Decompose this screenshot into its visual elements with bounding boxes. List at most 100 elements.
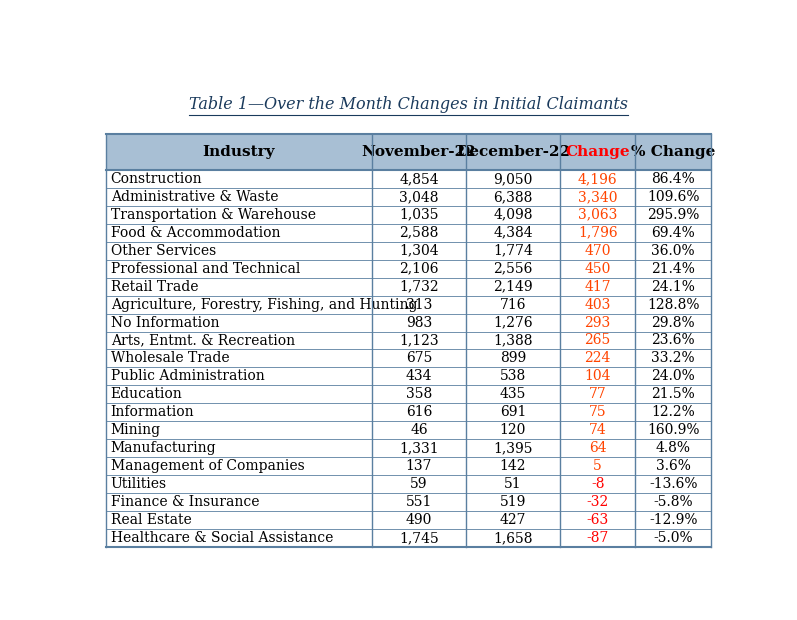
Bar <box>106 422 711 439</box>
Text: 265: 265 <box>584 334 611 347</box>
Text: 160.9%: 160.9% <box>647 423 700 437</box>
Text: 1,745: 1,745 <box>399 531 439 545</box>
Text: 1,276: 1,276 <box>493 316 532 330</box>
Text: -87: -87 <box>587 531 609 545</box>
Text: 450: 450 <box>584 262 611 276</box>
Bar <box>106 368 711 386</box>
Text: 295.9%: 295.9% <box>647 208 700 222</box>
Bar <box>106 332 711 350</box>
Text: Table 1—Over the Month Changes in Initial Claimants: Table 1—Over the Month Changes in Initia… <box>189 96 628 113</box>
Text: 24.0%: 24.0% <box>651 370 695 383</box>
Text: 109.6%: 109.6% <box>647 190 700 204</box>
Text: November-22: November-22 <box>362 145 477 159</box>
Text: 551: 551 <box>406 495 432 509</box>
Text: 120: 120 <box>500 423 526 437</box>
Bar <box>106 224 711 242</box>
Text: 1,732: 1,732 <box>399 280 439 294</box>
Text: 1,331: 1,331 <box>399 441 439 455</box>
Text: Public Administration: Public Administration <box>111 370 265 383</box>
Text: 23.6%: 23.6% <box>651 334 695 347</box>
Text: 538: 538 <box>500 370 526 383</box>
Text: 1,123: 1,123 <box>399 334 439 347</box>
Text: 69.4%: 69.4% <box>651 226 695 240</box>
Text: 675: 675 <box>406 352 432 365</box>
Text: 2,106: 2,106 <box>399 262 439 276</box>
Bar <box>106 206 711 224</box>
Text: 64: 64 <box>589 441 607 455</box>
Text: Food & Accommodation: Food & Accommodation <box>111 226 281 240</box>
Bar <box>106 170 711 188</box>
Bar <box>106 439 711 457</box>
Text: 293: 293 <box>584 316 611 330</box>
Text: 1,388: 1,388 <box>493 334 532 347</box>
Text: 51: 51 <box>504 477 522 491</box>
Text: Healthcare & Social Assistance: Healthcare & Social Assistance <box>111 531 333 545</box>
Text: 21.4%: 21.4% <box>651 262 695 276</box>
Text: 33.2%: 33.2% <box>651 352 695 365</box>
Text: Other Services: Other Services <box>111 244 216 258</box>
Text: 12.2%: 12.2% <box>651 405 695 419</box>
Text: 3,063: 3,063 <box>578 208 618 222</box>
Text: 2,588: 2,588 <box>399 226 438 240</box>
Text: Administrative & Waste: Administrative & Waste <box>111 190 278 204</box>
Text: 2,149: 2,149 <box>493 280 532 294</box>
Text: 616: 616 <box>406 405 432 419</box>
Text: Retail Trade: Retail Trade <box>111 280 198 294</box>
Text: 403: 403 <box>584 298 611 312</box>
Text: 75: 75 <box>589 405 607 419</box>
Text: 3,340: 3,340 <box>578 190 618 204</box>
Text: 470: 470 <box>584 244 611 258</box>
Text: Industry: Industry <box>202 145 275 159</box>
Text: 899: 899 <box>500 352 526 365</box>
Text: 434: 434 <box>406 370 432 383</box>
Text: -63: -63 <box>587 513 609 527</box>
Bar <box>106 493 711 511</box>
Bar <box>106 404 711 422</box>
Text: Mining: Mining <box>111 423 161 437</box>
Text: 4.8%: 4.8% <box>656 441 691 455</box>
Bar <box>106 188 711 206</box>
Bar <box>106 314 711 332</box>
Text: Education: Education <box>111 388 183 401</box>
Text: Transportation & Warehouse: Transportation & Warehouse <box>111 208 316 222</box>
Text: % Change: % Change <box>631 145 716 159</box>
Bar <box>106 260 711 278</box>
Text: 519: 519 <box>500 495 526 509</box>
Text: Construction: Construction <box>111 172 202 186</box>
Text: 313: 313 <box>406 298 432 312</box>
Text: Real Estate: Real Estate <box>111 513 191 527</box>
Bar <box>106 529 711 547</box>
Text: 104: 104 <box>584 370 611 383</box>
Text: 224: 224 <box>584 352 611 365</box>
Bar <box>106 134 711 170</box>
Text: No Information: No Information <box>111 316 219 330</box>
Text: 3.6%: 3.6% <box>656 459 691 473</box>
Text: 1,304: 1,304 <box>399 244 439 258</box>
Text: 9,050: 9,050 <box>493 172 532 186</box>
Text: Utilities: Utilities <box>111 477 167 491</box>
Text: 59: 59 <box>410 477 428 491</box>
Text: 4,384: 4,384 <box>493 226 532 240</box>
Text: 2,556: 2,556 <box>493 262 532 276</box>
Text: 4,196: 4,196 <box>578 172 618 186</box>
Text: 86.4%: 86.4% <box>651 172 695 186</box>
Text: Arts, Entmt. & Recreation: Arts, Entmt. & Recreation <box>111 334 295 347</box>
Text: Change: Change <box>565 145 630 159</box>
Bar <box>106 278 711 296</box>
Text: 691: 691 <box>500 405 526 419</box>
Text: 29.8%: 29.8% <box>651 316 695 330</box>
Text: Wholesale Trade: Wholesale Trade <box>111 352 230 365</box>
Text: 983: 983 <box>406 316 432 330</box>
Text: 358: 358 <box>406 388 432 401</box>
Text: 77: 77 <box>589 388 607 401</box>
Text: 24.1%: 24.1% <box>651 280 695 294</box>
Text: -8: -8 <box>591 477 604 491</box>
Text: 1,796: 1,796 <box>578 226 618 240</box>
Text: 4,098: 4,098 <box>493 208 532 222</box>
Text: Manufacturing: Manufacturing <box>111 441 216 455</box>
Text: 3,048: 3,048 <box>399 190 439 204</box>
Text: -5.8%: -5.8% <box>654 495 693 509</box>
Text: 5: 5 <box>593 459 602 473</box>
Text: 417: 417 <box>584 280 611 294</box>
Text: 427: 427 <box>500 513 526 527</box>
